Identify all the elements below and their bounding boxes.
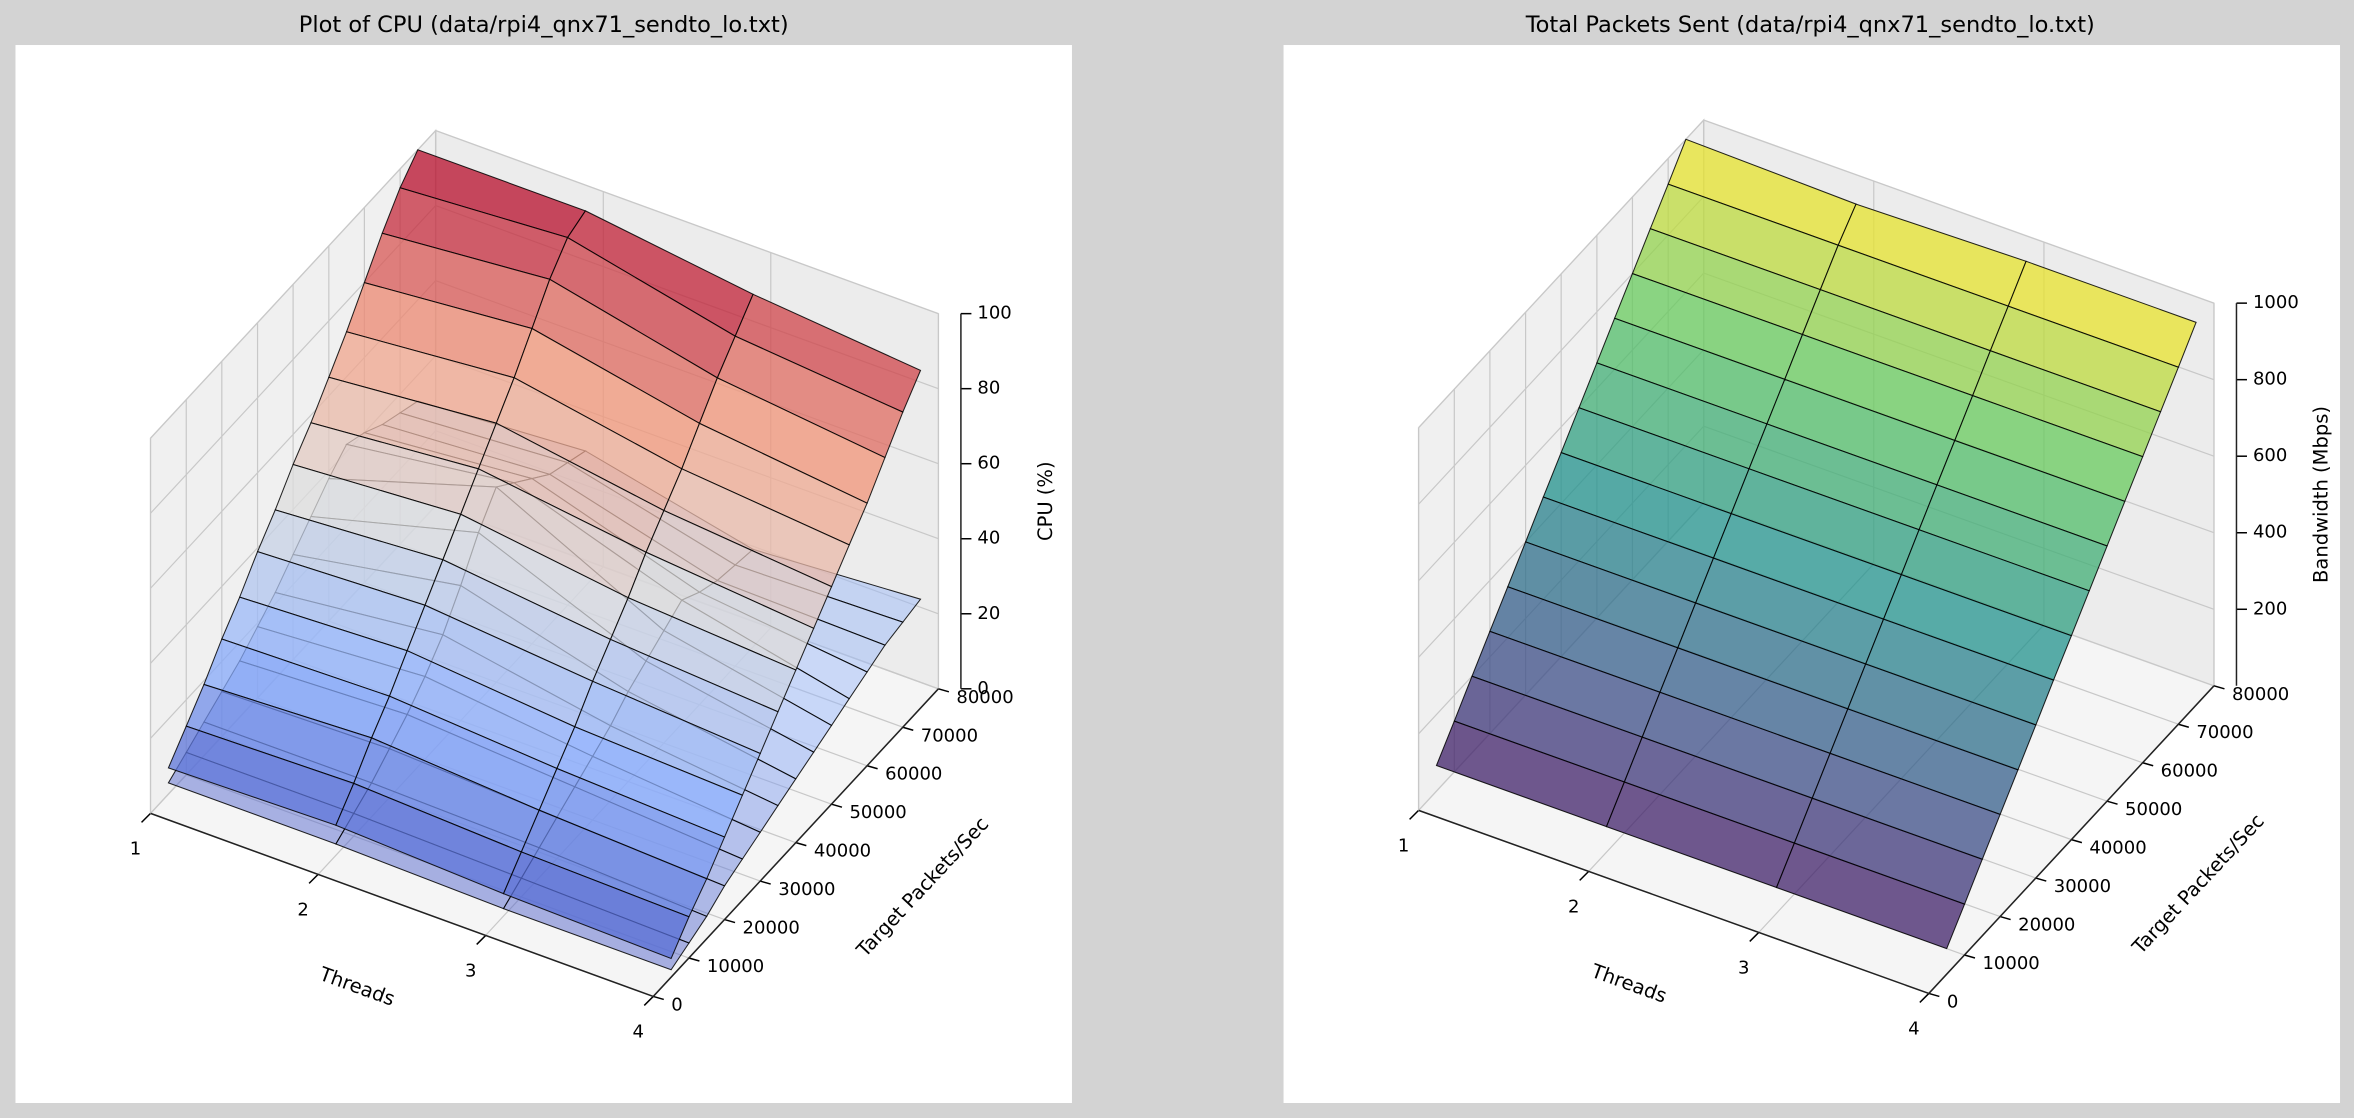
tick-mark [1999,915,2011,921]
tick-mark [2178,723,2190,728]
tick-mark [688,957,700,962]
surface-cell [502,851,690,960]
y-axis-line [1928,685,2215,994]
z-tick-label: 100 [977,303,1011,324]
y-tick-label: 80000 [956,687,1013,708]
x-tick-label: 1 [1398,835,1409,856]
z-axis-label: CPU (%) [1034,461,1057,541]
chart-title: Total Packets Sent (data/rpi4_qnx71_send… [1525,12,2095,38]
z-tick-label: 20 [977,603,1000,624]
z-axis-label: Bandwidth (Mbps) [2310,406,2333,583]
tick-mark [643,995,654,1006]
tick-mark [308,873,319,884]
tick-mark [1409,809,1420,820]
x-tick-label: 4 [1908,1018,1919,1039]
tick-mark [2035,877,2047,882]
x-tick-label: 2 [1568,896,1579,917]
y-tick-label: 30000 [778,879,835,900]
z-tick-label: 200 [2253,598,2287,619]
tick-mark [141,812,152,823]
chart-title: Plot of CPU (data/rpi4_qnx71_sendto_lo.t… [299,12,789,38]
z-tick-label: 80 [977,378,1000,399]
tick-mark [2071,838,2083,844]
y-tick-label: 50000 [849,802,906,823]
surface-cell [1775,842,1966,950]
x-tick-label: 4 [633,1021,644,1042]
y-tick-label: 40000 [2089,838,2146,859]
grid-line [1418,119,2215,429]
z-tick-label: 600 [2253,445,2287,466]
z-tick-label: 400 [2253,522,2287,543]
x-tick-label: 3 [465,960,476,981]
x-tick-label: 3 [1738,957,1749,978]
z-tick-label: 60 [977,453,1000,474]
z-tick-label: 40 [977,528,1000,549]
z-tick-label: 0 [977,678,988,699]
tick-mark [1579,870,1590,881]
y-tick-label: 20000 [743,918,800,939]
y-tick-label: 10000 [707,956,764,977]
tick-mark [759,880,771,885]
x-axis-line [1418,809,1930,995]
tick-mark [724,918,736,924]
tick-mark [1964,954,1976,959]
tick-mark [1928,992,1940,998]
y-tick-label: 50000 [2125,799,2182,820]
tick-mark [902,726,914,731]
tick-mark [2106,800,2118,805]
tick-mark [2213,685,2225,690]
tick-mark [1749,931,1760,942]
tick-mark [2142,761,2154,767]
x-axis-line [150,812,654,998]
y-tick-label: 60000 [885,764,942,785]
y-axis-line [652,688,939,997]
tick-mark [795,841,807,847]
y-tick-label: 60000 [2161,761,2218,782]
tick-mark [866,764,878,770]
y-tick-label: 70000 [921,725,978,746]
tick-mark [476,934,487,945]
y-tick-label: 20000 [2018,915,2075,936]
y-tick-label: 0 [1947,991,1958,1012]
z-tick-label: 800 [2253,369,2287,390]
grid-line [150,129,939,439]
y-tick-label: 30000 [2054,876,2111,897]
x-tick-label: 1 [130,838,141,859]
tick-mark [831,803,843,808]
tick-mark [1919,992,1930,1003]
y-tick-label: 40000 [814,841,871,862]
y-tick-label: 80000 [2232,684,2289,705]
y-tick-label: 70000 [2196,722,2253,743]
y-tick-label: 10000 [1982,953,2039,974]
x-tick-label: 2 [297,899,308,920]
tick-mark [938,688,950,693]
tick-mark [653,995,664,1001]
z-tick-label: 1000 [2253,292,2299,313]
y-tick-label: 0 [671,994,682,1015]
